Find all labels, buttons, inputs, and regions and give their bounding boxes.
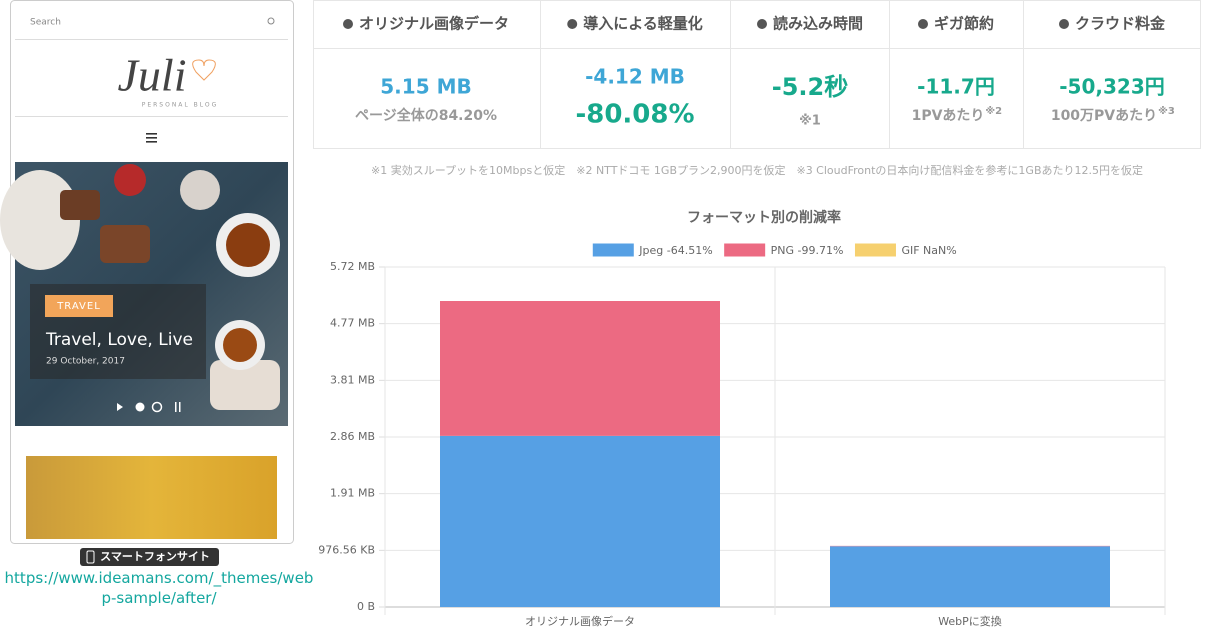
slide-image xyxy=(0,162,288,426)
x-tick-label: WebPに変換 xyxy=(938,614,1002,628)
stat-detail: ページ全体の84.20% xyxy=(355,107,497,124)
stats-table: オリジナル画像データ 導入による軽量化 読み込み時間 ギガ節約 クラウド料金 5.15 M… xyxy=(313,0,1201,149)
stat-value: 5.15 MB xyxy=(380,75,471,99)
y-tick-label: 0 B xyxy=(357,600,375,613)
stat-icon xyxy=(567,19,577,29)
stat-icon xyxy=(757,19,767,29)
stat-note: ※2 xyxy=(985,105,1002,117)
menu-button[interactable] xyxy=(146,133,157,143)
stat-icon xyxy=(918,19,928,29)
stat-detail: ※1 xyxy=(799,114,821,129)
slide-date: 29 October, 2017 xyxy=(46,357,125,367)
post-image xyxy=(26,456,277,539)
stat-detail: 1PVあたり xyxy=(912,108,985,124)
legend: Jpeg -64.51% PNG -99.71% GIF NaN% xyxy=(593,244,956,257)
legend-label: Jpeg -64.51% xyxy=(638,244,712,257)
legend-swatch xyxy=(855,244,895,256)
stat-icon xyxy=(343,19,353,29)
x-tick-label: オリジナル画像データ xyxy=(525,614,635,628)
y-tick-label: 976.56 KB xyxy=(318,543,375,556)
stat-header: ギガ節約 xyxy=(934,15,994,33)
stat-value: -11.7円 xyxy=(917,75,995,99)
bar-segment xyxy=(440,301,720,436)
stat-detail: 100万PVあたり xyxy=(1051,108,1157,124)
logo-subtitle: PERSONAL BLOG xyxy=(142,102,219,109)
legend-swatch xyxy=(593,244,633,256)
stat-detail: -80.08% xyxy=(575,100,694,130)
y-tick-label: 5.72 MB xyxy=(330,260,375,273)
stat-value: -5.2秒 xyxy=(772,73,848,101)
plot: 0 B 976.56 KB 1.91 MB 2.86 MB 3.81 MB 4.77 MB… xyxy=(318,260,1165,628)
legend-swatch xyxy=(725,244,765,256)
stat-header: 導入による軽量化 xyxy=(583,15,703,33)
y-tick-label: 2.86 MB xyxy=(330,430,375,443)
y-tick-label: 1.91 MB xyxy=(330,487,375,500)
logo[interactable]: Juli xyxy=(118,50,187,101)
search-input[interactable]: Search xyxy=(30,18,61,28)
site-link[interactable]: https://www.ideamans.com/_themes/webp-sa… xyxy=(0,568,318,608)
stat-header: オリジナル画像データ xyxy=(359,15,509,33)
stat-note: ※3 xyxy=(1158,105,1175,117)
stat-header: 読み込み時間 xyxy=(773,15,863,33)
stat-header: クラウド料金 xyxy=(1075,15,1166,33)
y-tick-label: 4.77 MB xyxy=(330,317,375,330)
legend-label: PNG -99.71% xyxy=(771,244,844,257)
bar-segment xyxy=(830,546,1110,607)
slide-tag[interactable]: TRAVEL xyxy=(56,301,101,312)
stat-value: -50,323円 xyxy=(1059,75,1164,99)
legend-label: GIF NaN% xyxy=(901,244,956,257)
stat-icon xyxy=(1059,19,1069,29)
footnote: ※1 実効スループットを10Mbpsと仮定 ※2 NTTドコモ 1GBプラン2,… xyxy=(371,163,1143,177)
stat-value: -4.12 MB xyxy=(585,65,685,89)
y-tick-label: 3.81 MB xyxy=(330,373,375,386)
badge-label: スマートフォンサイト xyxy=(100,550,210,563)
chart-title: フォーマット別の削減率 xyxy=(687,209,841,226)
bar-segment xyxy=(440,436,720,607)
slide-title[interactable]: Travel, Love, Live xyxy=(45,330,193,350)
